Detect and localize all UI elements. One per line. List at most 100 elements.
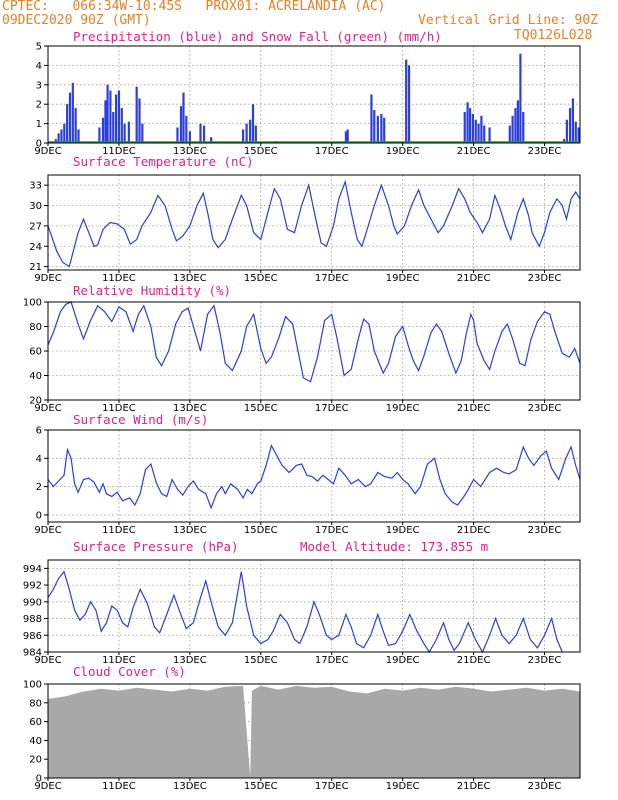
x-tick-label: 9DEC bbox=[34, 403, 61, 414]
precip-bar bbox=[109, 90, 112, 143]
precip-bar bbox=[74, 108, 77, 143]
precip-bar bbox=[112, 111, 115, 143]
precip-bar bbox=[185, 115, 188, 143]
precip-bar bbox=[405, 59, 408, 143]
precip-bar bbox=[474, 119, 477, 143]
precip-bar bbox=[57, 133, 60, 143]
series-line-4 bbox=[47, 443, 581, 510]
chart-panel-3: 20 40 60 80 100 9DEC 11DEC 13DEC 15DEC 17DEC 19DEC… bbox=[23, 283, 581, 414]
chart-panel-2: 21 24 27 30 33 9DEC 11DEC 13DEC 15DEC 17DEC 19DEC 2… bbox=[29, 154, 581, 284]
precip-bar bbox=[488, 127, 491, 143]
y-tick-label: 4 bbox=[36, 61, 42, 72]
y-tick-label: 20 bbox=[29, 396, 42, 407]
x-tick-label: 17DEC bbox=[315, 146, 349, 157]
x-tick-label: 19DEC bbox=[386, 655, 420, 666]
y-tick-label: 988 bbox=[23, 614, 42, 625]
x-tick-label: 13DEC bbox=[173, 403, 207, 414]
x-tick-label: 9DEC bbox=[34, 273, 61, 284]
y-tick-label: 30 bbox=[29, 201, 42, 212]
x-tick-label: 13DEC bbox=[173, 146, 207, 157]
plot-frame bbox=[47, 301, 581, 401]
precip-bar bbox=[346, 129, 349, 143]
x-tick-label: 15DEC bbox=[244, 403, 278, 414]
precip-bar bbox=[483, 125, 486, 143]
precip-bar bbox=[519, 53, 522, 144]
panel-title: Precipitation (blue) and Snow Fall (gree… bbox=[73, 29, 442, 44]
x-tick-label: 9DEC bbox=[34, 525, 61, 536]
x-tick-label: 17DEC bbox=[315, 403, 349, 414]
y-tick-label: 100 bbox=[23, 298, 42, 309]
x-tick-label: 11DEC bbox=[102, 781, 136, 792]
precip-bar bbox=[101, 117, 105, 143]
y-tick-label: 80 bbox=[29, 698, 42, 709]
precip-bar bbox=[141, 123, 144, 143]
x-tick-label: 21DEC bbox=[457, 403, 491, 414]
panel-title: Surface Wind (m/s) bbox=[73, 412, 208, 427]
precip-bar bbox=[574, 121, 577, 143]
precip-bar bbox=[245, 123, 248, 143]
precip-bar bbox=[68, 92, 72, 143]
plot-frame bbox=[47, 559, 581, 653]
x-tick-label: 19DEC bbox=[386, 525, 420, 536]
chart-panel-5: 984 986 988 990 992 994 9DEC 11DEC 13DEC 15DEC 17D… bbox=[23, 539, 581, 666]
y-tick-label: 33 bbox=[29, 181, 42, 192]
x-tick-label: 17DEC bbox=[315, 781, 349, 792]
y-tick-label: 27 bbox=[29, 221, 42, 232]
header-line-2-right: Vertical Grid Line: 90Z bbox=[418, 13, 599, 28]
y-tick-label: 0 bbox=[36, 139, 42, 150]
x-tick-label: 13DEC bbox=[173, 781, 207, 792]
x-tick-label: 23DEC bbox=[528, 403, 562, 414]
x-tick-label: 15DEC bbox=[244, 781, 278, 792]
header-line-3-right: TQ0126L028 bbox=[514, 28, 593, 43]
x-tick-label: 13DEC bbox=[173, 273, 207, 284]
x-tick-label: 13DEC bbox=[173, 655, 207, 666]
y-tick-label: 984 bbox=[23, 648, 42, 659]
y-tick-label: 80 bbox=[29, 322, 42, 333]
y-tick-label: 40 bbox=[29, 736, 42, 747]
precip-bar bbox=[344, 131, 348, 143]
x-tick-label: 17DEC bbox=[315, 525, 349, 536]
x-tick-label: 15DEC bbox=[244, 273, 278, 284]
precip-bar bbox=[182, 92, 185, 143]
y-tick-label: 1 bbox=[36, 119, 42, 130]
precip-bar bbox=[63, 123, 66, 143]
precip-bar bbox=[251, 104, 255, 143]
x-tick-label: 23DEC bbox=[528, 273, 562, 284]
precip-bar bbox=[516, 100, 520, 143]
y-tick-label: 990 bbox=[23, 597, 42, 608]
precip-bar bbox=[463, 111, 466, 143]
y-tick-label: 40 bbox=[29, 371, 42, 382]
y-tick-label: 994 bbox=[23, 564, 42, 575]
x-tick-label: 9DEC bbox=[34, 146, 61, 157]
precip-bar bbox=[249, 119, 252, 143]
precip-bar bbox=[114, 94, 118, 143]
x-tick-label: 11DEC bbox=[102, 655, 136, 666]
x-tick-label: 17DEC bbox=[315, 655, 349, 666]
precip-bar bbox=[135, 86, 138, 143]
model-altitude-label: Model Altitude: 173.855 m bbox=[300, 539, 488, 554]
series-line-3 bbox=[47, 301, 581, 383]
chart-panel-6: 0 20 40 60 80 100 9DEC 11DEC 13DEC 15DEC 17DEC 19DE… bbox=[23, 664, 581, 792]
plot-frame bbox=[47, 683, 581, 779]
y-tick-label: 6 bbox=[36, 426, 42, 437]
y-tick-label: 0 bbox=[36, 510, 42, 521]
precip-bar bbox=[98, 127, 101, 143]
x-tick-label: 11DEC bbox=[102, 273, 136, 284]
precip-bar bbox=[373, 110, 376, 143]
y-tick-label: 5 bbox=[36, 42, 42, 53]
x-tick-label: 11DEC bbox=[102, 525, 136, 536]
precip-bar bbox=[508, 125, 511, 143]
x-tick-label: 19DEC bbox=[386, 403, 420, 414]
precip-bar bbox=[471, 113, 474, 143]
y-tick-label: 2 bbox=[36, 100, 42, 111]
y-tick-label: 992 bbox=[23, 581, 42, 592]
x-tick-label: 15DEC bbox=[244, 146, 278, 157]
y-tick-label: 2 bbox=[36, 482, 42, 493]
x-tick-label: 15DEC bbox=[244, 655, 278, 666]
x-tick-label: 17DEC bbox=[315, 273, 349, 284]
x-tick-label: 23DEC bbox=[528, 146, 562, 157]
precip-bar bbox=[138, 98, 141, 143]
precip-bar bbox=[127, 121, 130, 143]
y-tick-label: 20 bbox=[29, 755, 42, 766]
precip-bar bbox=[380, 113, 383, 143]
